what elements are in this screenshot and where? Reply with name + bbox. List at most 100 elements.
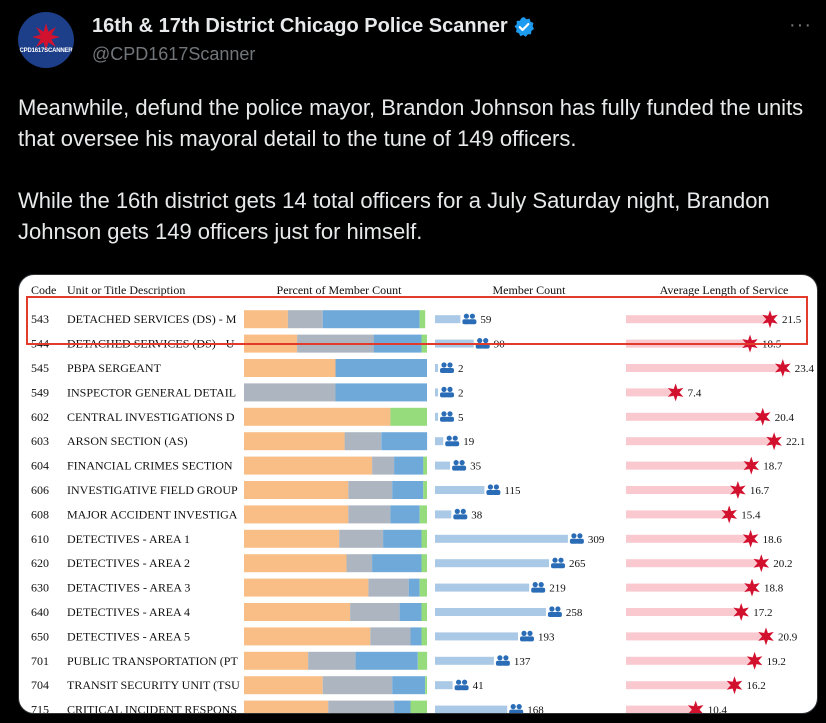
percent-segment [244, 627, 371, 646]
people-icon [441, 411, 447, 417]
people-icon [532, 582, 538, 588]
percent-segment [244, 676, 323, 695]
count-bar [435, 461, 450, 470]
people-icon [549, 606, 555, 612]
count-label: 309 [588, 534, 605, 546]
count-bar [435, 681, 453, 690]
percent-segment [244, 432, 345, 451]
service-label: 18.7 [763, 461, 783, 473]
service-bar [626, 461, 752, 470]
people-icon [501, 660, 510, 666]
percent-segment [419, 505, 427, 524]
people-icon [459, 514, 468, 520]
more-options-icon[interactable]: ··· [789, 14, 812, 36]
highlight-box [26, 296, 808, 345]
people-icon [440, 416, 448, 422]
percent-segment [372, 456, 395, 475]
service-label: 23.4 [795, 363, 815, 375]
people-icon [569, 538, 578, 544]
chicago-star-icon [746, 651, 763, 670]
chicago-star-icon [742, 529, 759, 548]
row-code: 704 [31, 678, 49, 692]
chicago-star-icon [762, 310, 778, 329]
tweet-image[interactable]: Code Unit or Title Description Percent of … [18, 274, 818, 714]
count-bar [435, 315, 461, 324]
people-icon [468, 319, 477, 325]
percent-segment [410, 627, 422, 646]
percent-segment [244, 651, 308, 670]
people-icon [458, 465, 467, 471]
people-icon [575, 538, 584, 544]
percent-segment [339, 529, 384, 548]
percent-segment [423, 481, 427, 499]
header-count: Member Count [493, 283, 567, 297]
people-icon [495, 660, 504, 666]
people-icon [462, 679, 468, 685]
percent-segment [346, 554, 373, 573]
name-row: 16th & 17th District Chicago Police Scan… [92, 15, 535, 38]
percent-segment [244, 481, 349, 499]
count-bar [435, 510, 452, 519]
handle[interactable]: @CPD1617Scanner [92, 44, 256, 64]
row-code: 620 [31, 556, 49, 570]
percent-segment [417, 651, 428, 670]
row-unit: DETACHED SERVICES (DS) - M [67, 312, 237, 326]
people-icon [515, 709, 524, 713]
tweet-paragraph-1: Meanwhile, defund the police mayor, Bran… [18, 95, 804, 151]
row-code: 606 [31, 483, 49, 497]
chicago-star-icon [667, 383, 684, 402]
percent-segment [421, 529, 427, 548]
people-icon [486, 490, 495, 495]
percent-segment [244, 529, 340, 548]
unit-roster-table-chart: Code Unit or Title Description Percent of … [26, 283, 815, 714]
chicago-star-icon [726, 676, 743, 695]
people-icon [526, 636, 534, 642]
people-icon [459, 460, 465, 466]
people-icon [538, 582, 544, 588]
people-icon [462, 319, 471, 325]
people-icon [456, 679, 462, 685]
row-code: 543 [31, 312, 49, 326]
header-percent: Percent of Member Count [277, 283, 403, 297]
people-icon [520, 636, 528, 642]
tweet-paragraph-2: While the 16th district gets 14 total of… [18, 188, 770, 244]
avatar-label: CPD1617SCANNER [19, 48, 73, 54]
row-unit: DETECTIVES - AREA 5 [67, 629, 190, 643]
chicago-star-icon [743, 456, 760, 475]
people-icon [469, 313, 475, 319]
percent-segment [381, 432, 428, 451]
percent-segment [370, 627, 411, 646]
people-icon [483, 338, 489, 344]
service-label: 20.9 [778, 631, 798, 643]
chicago-star-icon [754, 407, 771, 426]
percent-segment [244, 407, 391, 426]
service-label: 16.2 [747, 680, 766, 692]
service-label: 17.2 [753, 607, 772, 619]
people-icon [454, 685, 463, 691]
chicago-star-icon [733, 603, 749, 621]
percent-segment [244, 603, 351, 621]
count-bar [435, 705, 508, 713]
percent-segment [423, 456, 427, 475]
row-code: 549 [31, 385, 49, 399]
percent-segment [419, 310, 426, 329]
service-label: 7.4 [688, 387, 702, 399]
service-label: 10.4 [708, 705, 728, 714]
avatar[interactable]: CPD1617SCANNER [18, 12, 74, 68]
people-icon [440, 368, 448, 373]
display-name[interactable]: 16th & 17th District Chicago Police Scan… [92, 15, 508, 37]
percent-segment [244, 359, 336, 377]
count-bar [435, 583, 530, 592]
count-bar [435, 437, 444, 446]
people-icon [453, 514, 462, 520]
row-unit: INVESTIGATIVE FIELD GROUP [67, 483, 238, 497]
count-bar [435, 534, 568, 543]
count-label: 219 [549, 583, 566, 595]
percent-segment [392, 676, 426, 695]
row-unit: MAJOR ACCIDENT INVESTIGA [67, 507, 238, 521]
count-label: 19 [463, 436, 475, 448]
service-bar [626, 364, 783, 372]
people-icon [445, 441, 454, 447]
people-icon [531, 587, 540, 593]
count-bar [435, 364, 438, 372]
